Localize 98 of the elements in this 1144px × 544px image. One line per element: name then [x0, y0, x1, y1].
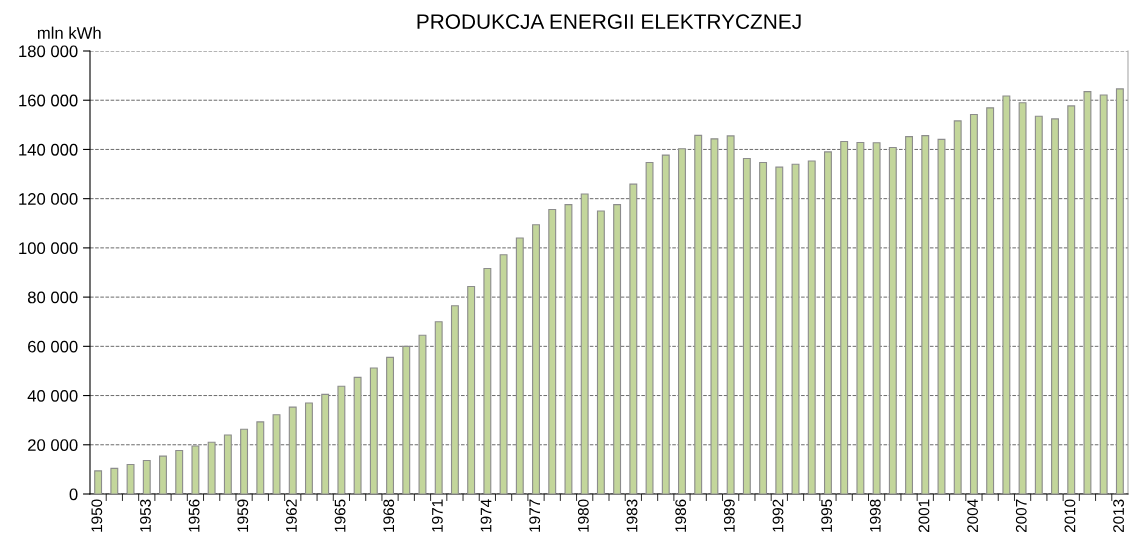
- bar: [1034, 115, 1043, 494]
- y-tick-label: 0: [69, 488, 78, 501]
- bar: [94, 470, 103, 494]
- bar: [467, 285, 476, 494]
- bar: [223, 434, 232, 494]
- bar: [613, 204, 622, 494]
- bar: [629, 183, 638, 494]
- bar: [1018, 102, 1027, 494]
- x-tick-label: 2013: [1113, 499, 1124, 533]
- bar: [175, 449, 184, 494]
- bar: [532, 224, 540, 494]
- bar: [661, 154, 670, 494]
- bar: [1002, 95, 1011, 494]
- bar: [840, 141, 849, 494]
- bar: [110, 467, 119, 494]
- bar: [726, 135, 735, 494]
- x-tick-label: 1965: [334, 499, 346, 532]
- bar: [1051, 118, 1059, 494]
- bar: [742, 157, 751, 494]
- y-axis-title: mln kWh: [37, 26, 101, 39]
- bar: [191, 445, 200, 494]
- x-tick-label: 2010: [1064, 499, 1076, 533]
- bar: [872, 142, 881, 494]
- bar: [1115, 88, 1124, 494]
- bar: [905, 136, 914, 494]
- x-tick-label: 2004: [967, 499, 979, 533]
- bar: [986, 107, 995, 494]
- x-tick-label: 2007: [1015, 499, 1027, 533]
- bar: [126, 463, 135, 494]
- bar: [337, 385, 346, 494]
- bar: [1083, 91, 1092, 494]
- bar: [499, 254, 508, 494]
- bar: [386, 356, 395, 494]
- bar: [710, 138, 719, 494]
- bar: [678, 148, 686, 494]
- bar: [645, 161, 654, 494]
- bar: [856, 141, 865, 494]
- x-tick-label: 1968: [383, 499, 395, 532]
- bar: [564, 204, 573, 494]
- bar: [694, 134, 703, 494]
- bar: [450, 305, 459, 494]
- bar: [434, 321, 443, 494]
- x-tick-label: 1995: [821, 499, 833, 532]
- x-tick-label: 1989: [723, 499, 735, 532]
- x-tick-label: 1953: [140, 499, 151, 532]
- bar: [969, 113, 978, 494]
- bar: [304, 402, 313, 494]
- x-tick-label: 1980: [577, 499, 589, 532]
- bar: [256, 421, 265, 494]
- bar: [402, 345, 411, 494]
- x-tick-label: 1986: [675, 499, 687, 532]
- y-tick-label: 160 000: [19, 94, 78, 107]
- bar: [759, 161, 768, 494]
- bar: [596, 210, 605, 494]
- x-tick-label: 1959: [237, 499, 249, 532]
- bar: [369, 367, 378, 494]
- bar: [791, 163, 800, 494]
- bar: [953, 120, 962, 494]
- x-tick-label: 2001: [918, 499, 930, 533]
- x-tick-label: 1992: [772, 499, 784, 532]
- bar: [515, 237, 524, 494]
- y-tick-label: 40 000: [27, 389, 78, 402]
- bar: [548, 208, 557, 494]
- y-tick-label: 80 000: [27, 291, 78, 304]
- bar: [921, 135, 930, 494]
- bar: [823, 151, 832, 494]
- y-tick-label: 140 000: [19, 143, 78, 156]
- y-tick-label: 100 000: [19, 242, 78, 255]
- bar: [207, 441, 216, 494]
- x-tick-label: 1971: [431, 499, 443, 532]
- x-tick-label: 1962: [286, 499, 297, 532]
- bar: [775, 166, 784, 494]
- bar: [159, 455, 167, 494]
- bar: [1067, 105, 1076, 494]
- x-tick-label: 1983: [626, 499, 638, 532]
- y-tick-label: 20 000: [28, 439, 78, 451]
- bar: [937, 138, 946, 494]
- chart-title: PRODUKCJA ENERGII ELEKTRYCZNEJ: [417, 14, 801, 29]
- x-tick-label: 1998: [869, 499, 881, 532]
- bar: [142, 459, 151, 494]
- bar: [321, 393, 330, 494]
- bar: [240, 428, 249, 494]
- x-tick-label: 1974: [480, 499, 492, 532]
- bar: [888, 146, 897, 494]
- x-tick-label: 1950: [91, 499, 103, 532]
- bar: [288, 406, 297, 494]
- bar: [353, 376, 362, 494]
- bar: [272, 414, 281, 494]
- bar: [580, 193, 589, 494]
- bar: [807, 160, 816, 494]
- y-tick-label: 180 000: [19, 45, 78, 58]
- y-tick-label: 120 000: [19, 193, 78, 205]
- bar: [1099, 94, 1108, 494]
- bar: [418, 334, 427, 494]
- x-tick-label: 1977: [529, 499, 541, 532]
- bar: [483, 268, 492, 494]
- y-tick-label: 60 000: [28, 340, 78, 353]
- x-tick-label: 1956: [188, 499, 200, 532]
